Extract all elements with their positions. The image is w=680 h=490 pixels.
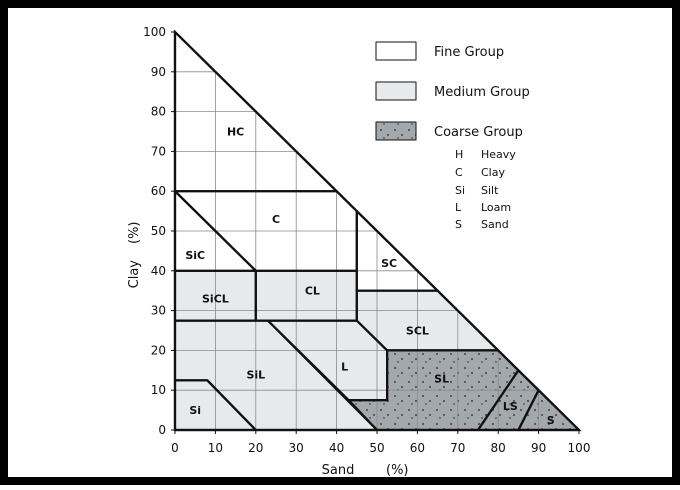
- zone-label-sic: SiC: [185, 249, 205, 262]
- x-axis-unit: (%): [386, 463, 409, 478]
- abbr-code-0: H: [455, 148, 463, 161]
- x-axis-title: Sand (%): [322, 463, 409, 478]
- y-tick-label: 60: [151, 184, 166, 198]
- zone-label-hc: HC: [227, 126, 244, 139]
- legend-label-fine: Fine Group: [434, 45, 504, 60]
- zone-label-sl: SL: [434, 372, 449, 385]
- zone-ls: [478, 370, 539, 430]
- y-axis-title: Clay (%): [127, 222, 142, 289]
- zone-label-sc: SC: [381, 257, 397, 270]
- zone-label-l: L: [341, 360, 348, 373]
- x-tick-label: 100: [568, 441, 591, 455]
- abbr-code-1: C: [455, 166, 463, 179]
- x-tick-label: 10: [208, 441, 223, 455]
- x-tick-label: 70: [450, 441, 465, 455]
- x-tick-label: 50: [369, 441, 384, 455]
- y-tick-label: 50: [151, 224, 166, 238]
- zone-label-ls: LS: [503, 400, 518, 413]
- x-tick-label: 80: [491, 441, 506, 455]
- legend: Fine Group Medium Group Coarse Group H H…: [375, 41, 530, 231]
- legend-label-coarse: Coarse Group: [434, 125, 523, 140]
- x-axis-label: Sand: [322, 463, 355, 478]
- legend-label-medium: Medium Group: [434, 85, 530, 100]
- zone-label-sicl: SiCL: [202, 293, 229, 306]
- y-axis-unit: (%): [127, 222, 142, 245]
- y-tick-label: 0: [158, 423, 166, 437]
- abbreviation-list: H Heavy C Clay Si Silt L Loam S Sand: [455, 148, 516, 231]
- zone-cl: [255, 270, 357, 321]
- zone-label-s: S: [547, 414, 555, 427]
- zone-l: [267, 320, 388, 401]
- abbr-meaning-2: Silt: [481, 184, 499, 197]
- legend-swatch-fine: [375, 41, 417, 61]
- x-tick-label: 40: [329, 441, 344, 455]
- zone-label-sil: SiL: [246, 368, 265, 381]
- abbr-meaning-1: Clay: [481, 166, 505, 179]
- zone-label-scl: SCL: [406, 325, 429, 338]
- zone-label-c: C: [272, 213, 280, 226]
- y-tick-label: 100: [143, 25, 166, 39]
- abbr-meaning-3: Loam: [481, 201, 511, 214]
- abbr-code-2: Si: [455, 184, 465, 197]
- x-tick-label: 90: [531, 441, 546, 455]
- abbr-code-4: S: [455, 218, 462, 231]
- y-tick-label: 70: [151, 144, 166, 158]
- abbr-code-3: L: [455, 201, 462, 214]
- abbr-meaning-0: Heavy: [481, 148, 516, 161]
- zone-label-si: Si: [189, 404, 201, 417]
- axes-layer: 0 10 20 30 40 50 60 70 80 90 100 0 10 20 30 40 50 60 70 80 9…: [143, 25, 590, 455]
- y-tick-label: 80: [151, 105, 166, 119]
- y-tick-label: 20: [151, 343, 166, 357]
- legend-swatch-medium: [375, 81, 417, 101]
- zone-label-cl: CL: [305, 285, 320, 298]
- x-tick-label: 60: [410, 441, 425, 455]
- y-tick-label: 90: [151, 65, 166, 79]
- legend-swatch-coarse: [375, 121, 417, 141]
- y-tick-label: 40: [151, 264, 166, 278]
- abbr-meaning-4: Sand: [481, 218, 509, 231]
- x-tick-label: 30: [289, 441, 304, 455]
- zone-sil: [175, 320, 377, 430]
- y-tick-label: 30: [151, 304, 166, 318]
- zone-scl: [356, 290, 499, 351]
- x-tick-label: 0: [171, 441, 179, 455]
- y-tick-label: 10: [151, 383, 166, 397]
- x-tick-label: 20: [248, 441, 263, 455]
- y-axis-label: Clay: [127, 260, 142, 289]
